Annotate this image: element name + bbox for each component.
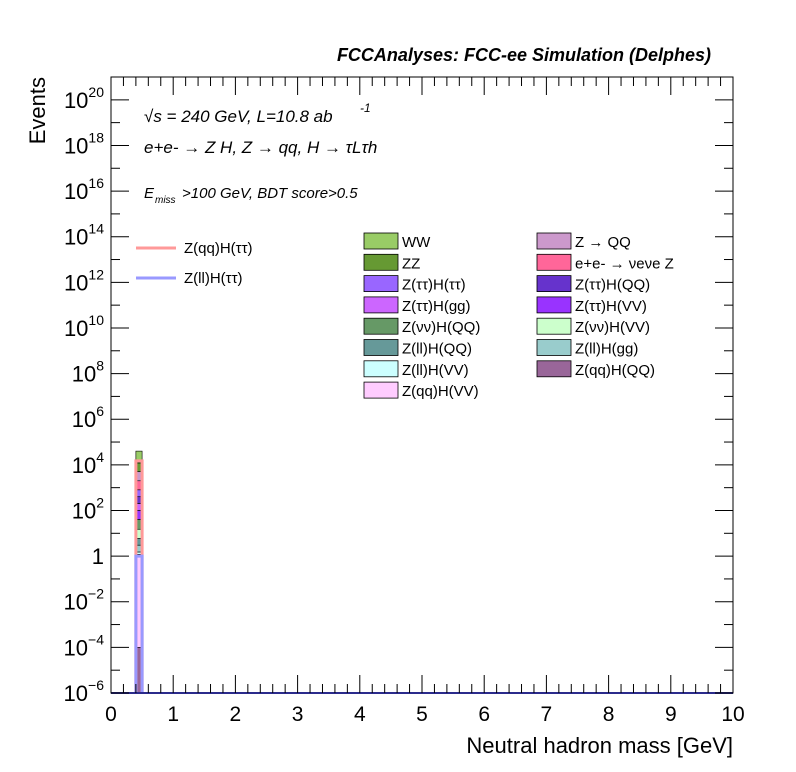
signal-lines bbox=[134, 459, 144, 693]
background-legend: WW ZZ Z(ττ)H(ττ) Z(ττ)H(gg) Z(νν)H(QQ) Z(ll)H… bbox=[363, 232, 674, 400]
y-tick-label: 106 bbox=[72, 403, 104, 432]
legend-swatch bbox=[536, 253, 572, 271]
annotation-energy: √s = 240 GeV, L=10.8 ab -1 bbox=[144, 101, 371, 126]
legend-label: Z(ll)H(QQ) bbox=[402, 341, 472, 358]
y-tick-label: 10−6 bbox=[64, 677, 105, 706]
legend-label: Z(ττ)H(QQ) bbox=[575, 277, 650, 294]
y-tick-label: 1018 bbox=[64, 129, 104, 158]
legend-swatch bbox=[363, 275, 399, 293]
svg-text:>100 GeV, BDT score>0.5: >100 GeV, BDT score>0.5 bbox=[182, 185, 358, 202]
legend-label: e+e- → νeνe Z bbox=[575, 255, 674, 272]
signal-legend: Z(qq)H(ττ) Z(ll)H(ττ) bbox=[136, 240, 253, 287]
y-tick-label: 1010 bbox=[64, 312, 104, 341]
x-tick-label: 7 bbox=[541, 703, 553, 726]
y-tick-label: 104 bbox=[72, 449, 104, 478]
x-tick-label: 10 bbox=[721, 703, 744, 726]
chart-title: FCCAnalyses: FCC-ee Simulation (Delphes) bbox=[337, 45, 711, 65]
legend-label: ZZ bbox=[402, 255, 420, 272]
legend-swatch bbox=[363, 317, 399, 335]
legend-swatch bbox=[363, 339, 399, 356]
legend-swatch bbox=[536, 360, 572, 378]
legend-label: Z(νν)H(VV) bbox=[575, 319, 650, 336]
y-tick-label: 1012 bbox=[64, 266, 104, 295]
signal-legend-label: Z(qq)H(ττ) bbox=[184, 240, 253, 257]
legend-swatch bbox=[536, 275, 572, 293]
annotation-cuts: E miss >100 GeV, BDT score>0.5 bbox=[144, 185, 358, 206]
y-axis-label: Events bbox=[25, 77, 50, 144]
y-axis-ticks: 1020 1018 1016 1014 1012 1010 108 106 104 102 1 10−… bbox=[64, 76, 733, 706]
legend-label: Z(ττ)H(VV) bbox=[575, 298, 647, 315]
y-tick-label: 1020 bbox=[64, 84, 104, 113]
svg-text:-1: -1 bbox=[360, 101, 371, 115]
signal-legend-label: Z(ll)H(ττ) bbox=[184, 270, 243, 287]
legend-swatch bbox=[363, 232, 399, 250]
y-tick-label: 1014 bbox=[64, 221, 104, 250]
y-tick-label: 1 bbox=[92, 544, 104, 569]
x-tick-label: 5 bbox=[416, 703, 428, 726]
x-tick-label: 4 bbox=[354, 703, 366, 726]
legend-swatch bbox=[536, 317, 572, 335]
legend-label: Z(ll)H(gg) bbox=[575, 341, 638, 358]
legend-swatch bbox=[363, 381, 399, 399]
x-tick-label: 9 bbox=[665, 703, 677, 726]
legend-swatch bbox=[536, 296, 572, 314]
x-tick-label: 0 bbox=[105, 703, 117, 726]
x-axis-label: Neutral hadron mass [GeV] bbox=[466, 733, 733, 758]
svg-text:√s = 240 GeV, L=10.8 ab: √s = 240 GeV, L=10.8 ab bbox=[144, 107, 333, 126]
x-axis-ticks: 0 1 2 3 4 5 6 7 8 9 10 bbox=[105, 77, 745, 726]
y-tick-label: 10−2 bbox=[64, 586, 105, 615]
y-tick-label: 102 bbox=[72, 494, 104, 523]
x-tick-label: 1 bbox=[167, 703, 179, 726]
signal-line-1 bbox=[134, 554, 144, 693]
legend-label: Z(νν)H(QQ) bbox=[402, 319, 480, 336]
legend-label: Z → QQ bbox=[575, 234, 631, 251]
y-tick-label: 1016 bbox=[64, 175, 104, 204]
legend-swatch bbox=[536, 339, 572, 356]
x-tick-label: 3 bbox=[292, 703, 304, 726]
legend-swatch bbox=[536, 232, 572, 250]
svg-text:E: E bbox=[144, 185, 155, 202]
svg-text:miss: miss bbox=[155, 195, 176, 206]
y-tick-label: 108 bbox=[72, 358, 104, 387]
legend-swatch bbox=[363, 296, 399, 314]
legend-label: WW bbox=[402, 234, 431, 251]
annotation-process: e+e- → Z H, Z → qq, H → τLτh bbox=[144, 138, 377, 157]
x-tick-label: 2 bbox=[230, 703, 242, 726]
legend-label: Z(ll)H(VV) bbox=[402, 362, 469, 379]
legend-swatch bbox=[363, 253, 399, 271]
x-tick-label: 8 bbox=[603, 703, 615, 726]
stack-bars bbox=[135, 450, 143, 694]
y-tick-label: 10−4 bbox=[64, 631, 105, 660]
x-tick-label: 6 bbox=[478, 703, 490, 726]
legend-label: Z(qq)H(VV) bbox=[402, 383, 479, 400]
legend-label: Z(qq)H(QQ) bbox=[575, 362, 655, 379]
legend-label: Z(ττ)H(ττ) bbox=[402, 277, 466, 294]
legend-label: Z(ττ)H(gg) bbox=[402, 298, 471, 315]
legend-swatch bbox=[363, 360, 399, 378]
